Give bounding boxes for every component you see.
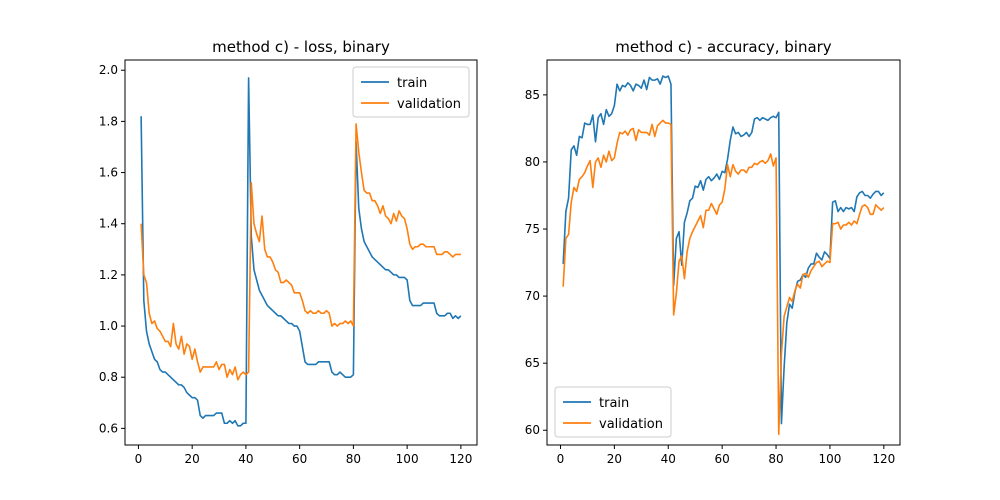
y-tick-label: 1.8 bbox=[99, 114, 118, 128]
x-tick-label: 100 bbox=[818, 452, 841, 466]
legend-label-train: train bbox=[599, 396, 629, 411]
chart-title: method c) - loss, binary bbox=[212, 38, 390, 56]
x-tick-label: 40 bbox=[238, 452, 253, 466]
x-tick-label: 100 bbox=[396, 452, 419, 466]
chart-title: method c) - accuracy, binary bbox=[615, 38, 832, 56]
x-tick-label: 60 bbox=[715, 452, 730, 466]
x-tick-label: 0 bbox=[135, 452, 143, 466]
y-tick-label: 70 bbox=[525, 289, 540, 303]
x-tick-label: 20 bbox=[607, 452, 622, 466]
accuracy-chart: method c) - accuracy, binary 0 20 40 60 80 100… bbox=[525, 38, 901, 466]
x-tick-label: 60 bbox=[292, 452, 307, 466]
y-tick-label: 65 bbox=[525, 356, 540, 370]
y-tick-label: 1.4 bbox=[99, 217, 118, 231]
y-tick-label: 85 bbox=[525, 88, 540, 102]
series-line-train bbox=[140, 77, 462, 427]
y-tick-label: 0.8 bbox=[99, 370, 118, 384]
x-tick-label: 0 bbox=[557, 452, 565, 466]
y-tick-label: 80 bbox=[525, 155, 540, 169]
y-tick-label: 1.2 bbox=[99, 268, 118, 282]
plot-frame bbox=[546, 59, 901, 446]
y-tick-label: 1.6 bbox=[99, 166, 118, 180]
legend: train validation bbox=[352, 66, 470, 118]
y-tick-label: 60 bbox=[525, 423, 540, 437]
legend-label-validation: validation bbox=[397, 97, 461, 112]
x-tick-label: 40 bbox=[661, 452, 676, 466]
x-tick-label: 120 bbox=[449, 452, 472, 466]
y-tick-label: 0.6 bbox=[99, 421, 118, 435]
legend: train validation bbox=[554, 386, 672, 438]
series-line-validation bbox=[562, 119, 885, 436]
plot-frame bbox=[124, 59, 478, 446]
legend-box bbox=[352, 66, 470, 118]
y-tick-label: 75 bbox=[525, 222, 540, 236]
series-line-validation bbox=[140, 123, 461, 381]
legend-label-validation: validation bbox=[599, 417, 663, 432]
legend-box bbox=[554, 386, 672, 438]
x-tick-label: 80 bbox=[768, 452, 783, 466]
x-tick-label: 20 bbox=[185, 452, 200, 466]
y-tick-label: 1.0 bbox=[99, 319, 118, 333]
loss-chart: method c) - loss, binary 0 20 40 60 80 100 120 0… bbox=[99, 38, 478, 466]
legend-label-train: train bbox=[397, 76, 427, 91]
x-tick-label: 80 bbox=[346, 452, 361, 466]
x-tick-label: 120 bbox=[872, 452, 895, 466]
y-tick-label: 2.0 bbox=[99, 63, 118, 77]
